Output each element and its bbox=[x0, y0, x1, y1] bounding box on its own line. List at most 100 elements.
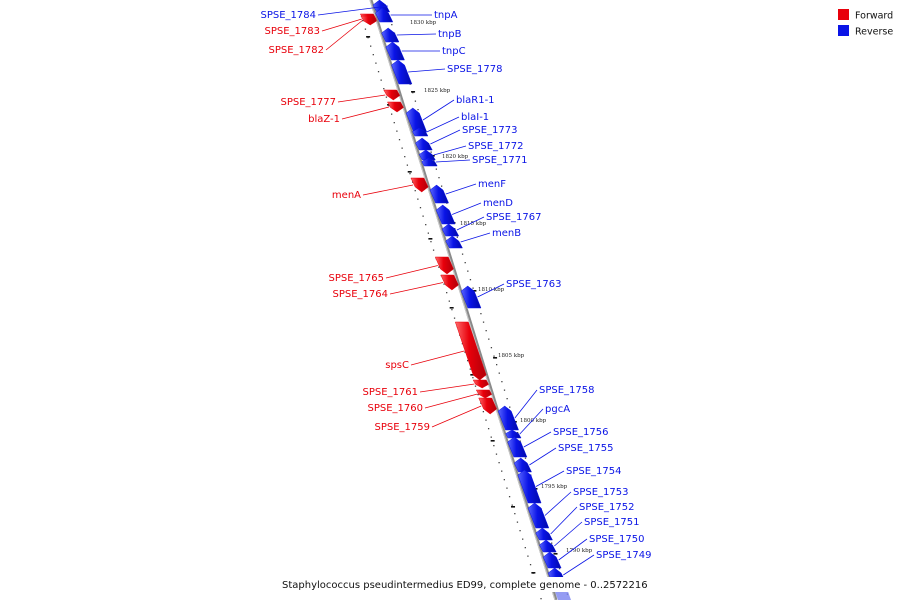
gene-spse-1782-arrow[interactable] bbox=[360, 15, 378, 26]
gene-label-spse-1784[interactable]: SPSE_1784 bbox=[261, 10, 317, 21]
gene-spse-1752-arrow[interactable] bbox=[535, 527, 553, 541]
gene-label-blar1-1[interactable]: blaR1-1 bbox=[456, 95, 495, 106]
gene-label-spse-1754[interactable]: SPSE_1754 bbox=[566, 466, 622, 477]
gene-label-spsc[interactable]: spsC bbox=[385, 360, 409, 371]
gene-spse-1750-arrow[interactable] bbox=[542, 551, 562, 569]
leader-mend bbox=[451, 202, 482, 215]
gene-label-tnpb[interactable]: tnpB bbox=[438, 29, 462, 40]
gene-blai-1-arrow[interactable] bbox=[412, 127, 429, 137]
genome-backbone bbox=[369, 0, 558, 600]
gene-tnpa-arrow[interactable] bbox=[375, 7, 394, 23]
gene-spse-1764-arrow[interactable] bbox=[440, 274, 459, 291]
gene-features bbox=[359, 0, 571, 600]
gene-spse-1760-arrow[interactable] bbox=[475, 389, 493, 399]
gene-blaz-1-arrow[interactable] bbox=[387, 101, 404, 113]
gene-label-spse-1765[interactable]: SPSE_1765 bbox=[329, 273, 385, 284]
kbp-label-1: 1825 kbp bbox=[424, 88, 451, 94]
gene-spse-1772-arrow[interactable] bbox=[418, 149, 436, 161]
gene-label-spse-1764[interactable]: SPSE_1764 bbox=[333, 289, 389, 300]
gene-label-spse-1767[interactable]: SPSE_1767 bbox=[486, 212, 542, 223]
gene-spse-1756-arrow[interactable] bbox=[507, 436, 528, 458]
gene-label-spse-1759[interactable]: SPSE_1759 bbox=[375, 422, 431, 433]
leader-spse-1773 bbox=[430, 129, 461, 145]
tick-dash-left-6 bbox=[490, 440, 495, 442]
gene-spse-1765-arrow[interactable] bbox=[434, 256, 454, 275]
gene-label-blaz-1[interactable]: blaZ-1 bbox=[308, 114, 340, 125]
leader-blai-1 bbox=[426, 116, 460, 133]
gene-label-spse-1751[interactable]: SPSE_1751 bbox=[584, 517, 640, 528]
gene-label-spse-1782[interactable]: SPSE_1782 bbox=[269, 45, 325, 56]
leader-spse-1783 bbox=[321, 18, 362, 32]
leader-blar1-1 bbox=[422, 99, 455, 121]
gene-tnpb-arrow[interactable] bbox=[381, 27, 400, 43]
gene-spse-1767-arrow[interactable] bbox=[441, 223, 460, 237]
leader-spse-1771 bbox=[435, 159, 471, 163]
gene-blar1-1-arrow[interactable] bbox=[405, 107, 428, 133]
gene-spse-1777-arrow[interactable] bbox=[383, 89, 401, 101]
tick-dash-left-2 bbox=[407, 171, 412, 173]
gene-tnpc-arrow[interactable] bbox=[385, 41, 405, 61]
kbp-label-6: 1800 kbp bbox=[520, 418, 547, 424]
gene-label-spse-1763[interactable]: SPSE_1763 bbox=[506, 279, 562, 290]
gene-label-spse-1758[interactable]: SPSE_1758 bbox=[539, 385, 595, 396]
gene-pgca-arrow[interactable] bbox=[505, 429, 522, 439]
gene-label-spse-1761[interactable]: SPSE_1761 bbox=[363, 387, 419, 398]
gene-label-spse-1783[interactable]: SPSE_1783 bbox=[265, 26, 321, 37]
leader-spse-1761 bbox=[419, 383, 475, 393]
gene-spse-1761-arrow[interactable] bbox=[472, 379, 489, 389]
gene-mena-arrow[interactable] bbox=[410, 177, 429, 193]
gene-spse-1758-arrow[interactable] bbox=[497, 405, 519, 431]
gene-spse-1784-arrow[interactable] bbox=[372, 0, 391, 13]
leader-spse-1765 bbox=[385, 265, 438, 279]
gene-label-tnpc[interactable]: tnpC bbox=[442, 46, 466, 57]
gene-labels: SPSE_1784 SPSE_1783 SPSE_1782 tnpA tnpB tnpC S… bbox=[261, 10, 652, 561]
gene-spse-1753-arrow[interactable] bbox=[527, 502, 550, 529]
leader-spse-1755 bbox=[529, 447, 557, 466]
gene-spse-1773-arrow[interactable] bbox=[415, 137, 433, 151]
gene-mend-arrow[interactable] bbox=[435, 204, 456, 225]
gene-label-blai-1[interactable]: blaI-1 bbox=[461, 112, 489, 123]
gene-label-spse-1778[interactable]: SPSE_1778 bbox=[447, 64, 503, 75]
gene-label-spse-1772[interactable]: SPSE_1772 bbox=[468, 141, 524, 152]
gene-label-tnpa[interactable]: tnpA bbox=[434, 10, 458, 21]
tick-dash-right-3 bbox=[472, 290, 477, 292]
tick-dash-right-7 bbox=[553, 553, 558, 555]
gene-label-mena[interactable]: menA bbox=[332, 190, 361, 201]
gene-label-spse-1756[interactable]: SPSE_1756 bbox=[553, 427, 609, 438]
gene-spse-1754-arrow[interactable] bbox=[517, 469, 542, 504]
gene-spse-1759-arrow[interactable] bbox=[478, 397, 497, 415]
leader-spse-1767 bbox=[456, 216, 485, 231]
leader-spse-1777 bbox=[337, 94, 386, 103]
gene-label-spse-1750[interactable]: SPSE_1750 bbox=[589, 534, 645, 545]
gene-menb-arrow[interactable] bbox=[445, 235, 463, 249]
gene-spse-1755-arrow[interactable] bbox=[513, 457, 532, 473]
gene-label-spse-1777[interactable]: SPSE_1777 bbox=[281, 97, 337, 108]
gene-label-spse-1749[interactable]: SPSE_1749 bbox=[596, 550, 652, 561]
leader-spse-1749 bbox=[563, 554, 595, 576]
gene-spse-1751-arrow[interactable] bbox=[539, 539, 557, 553]
gene-label-spse-1773[interactable]: SPSE_1773 bbox=[462, 125, 518, 136]
gene-spse-1778-arrow[interactable] bbox=[391, 59, 413, 85]
gene-spse-1763-arrow[interactable] bbox=[460, 285, 482, 309]
genome-backbone-highlight bbox=[369, 0, 556, 600]
gene-menf-arrow[interactable] bbox=[429, 184, 449, 204]
leader-spse-1782 bbox=[325, 20, 363, 51]
leader-spse-1758 bbox=[514, 389, 538, 419]
gene-label-menf[interactable]: menF bbox=[478, 179, 506, 190]
kbp-label-0: 1830 kbp bbox=[410, 20, 437, 26]
gene-label-spse-1760[interactable]: SPSE_1760 bbox=[368, 403, 424, 414]
gene-label-mend[interactable]: menD bbox=[483, 198, 513, 209]
gene-spsc-arrow[interactable] bbox=[454, 321, 487, 381]
gene-label-pgca[interactable]: pgcA bbox=[545, 404, 570, 415]
gene-label-spse-1752[interactable]: SPSE_1752 bbox=[579, 502, 635, 513]
gene-label-menb[interactable]: menB bbox=[492, 228, 521, 239]
legend-reverse: Reverse bbox=[838, 25, 893, 38]
legend-forward: Forward bbox=[838, 9, 893, 22]
gene-label-spse-1755[interactable]: SPSE_1755 bbox=[558, 443, 614, 454]
gene-spse-1771-arrow[interactable] bbox=[421, 157, 438, 167]
gene-label-spse-1753[interactable]: SPSE_1753 bbox=[573, 487, 629, 498]
gene-label-spse-1771[interactable]: SPSE_1771 bbox=[472, 155, 528, 166]
leader-menb bbox=[460, 232, 491, 243]
legend: Forward Reverse bbox=[838, 9, 893, 38]
leader-spse-1778 bbox=[408, 68, 446, 73]
